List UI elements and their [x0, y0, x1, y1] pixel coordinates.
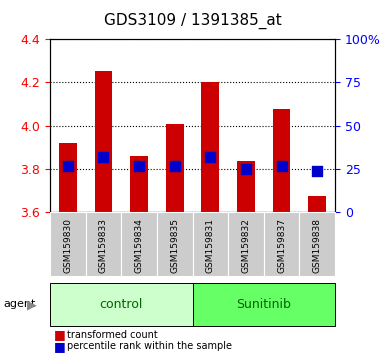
Bar — [237, 161, 255, 212]
Text: GDS3109 / 1391385_at: GDS3109 / 1391385_at — [104, 13, 281, 29]
Point — [65, 163, 71, 169]
Text: GSM159830: GSM159830 — [64, 218, 72, 273]
Text: GSM159833: GSM159833 — [99, 218, 108, 273]
Point — [136, 163, 142, 169]
Bar — [166, 124, 184, 212]
Bar — [308, 196, 326, 212]
Text: ■: ■ — [54, 340, 66, 353]
Text: agent: agent — [4, 299, 36, 309]
Text: percentile rank within the sample: percentile rank within the sample — [67, 341, 233, 351]
Text: control: control — [100, 298, 143, 311]
Bar — [201, 82, 219, 212]
Point — [278, 163, 285, 169]
Point — [207, 154, 213, 160]
Bar — [59, 143, 77, 212]
Text: GSM159831: GSM159831 — [206, 218, 215, 273]
Bar — [95, 72, 112, 212]
Text: ▶: ▶ — [27, 298, 36, 311]
Text: GSM159832: GSM159832 — [241, 218, 250, 273]
Text: transformed count: transformed count — [67, 330, 158, 339]
Text: GSM159834: GSM159834 — [135, 218, 144, 273]
Text: GSM159837: GSM159837 — [277, 218, 286, 273]
Text: ■: ■ — [54, 328, 66, 341]
Point — [172, 163, 178, 169]
Text: Sunitinib: Sunitinib — [236, 298, 291, 311]
Bar — [130, 156, 148, 212]
Point — [314, 169, 320, 174]
Text: GSM159838: GSM159838 — [313, 218, 321, 273]
Point — [243, 166, 249, 172]
Bar — [273, 109, 290, 212]
Text: GSM159835: GSM159835 — [170, 218, 179, 273]
Point — [100, 154, 107, 160]
